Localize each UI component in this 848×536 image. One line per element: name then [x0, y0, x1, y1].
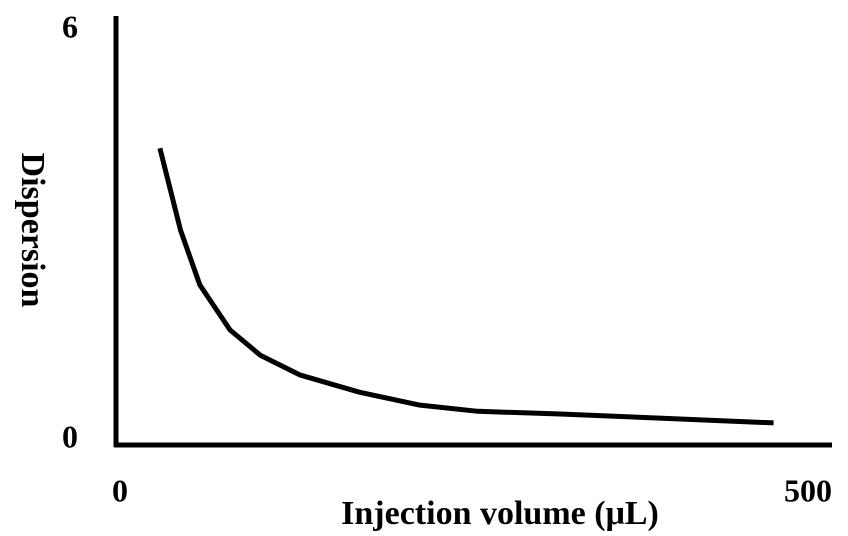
x-tick-label: 500	[784, 472, 832, 508]
x-tick-label: 0	[112, 472, 128, 508]
y-tick-label: 0	[62, 418, 78, 454]
y-tick-label: 6	[62, 8, 78, 44]
y-axis-label: Dispersion	[14, 153, 51, 308]
x-axis-label: Injection volume (μL)	[341, 495, 659, 532]
line	[157, 147, 774, 426]
